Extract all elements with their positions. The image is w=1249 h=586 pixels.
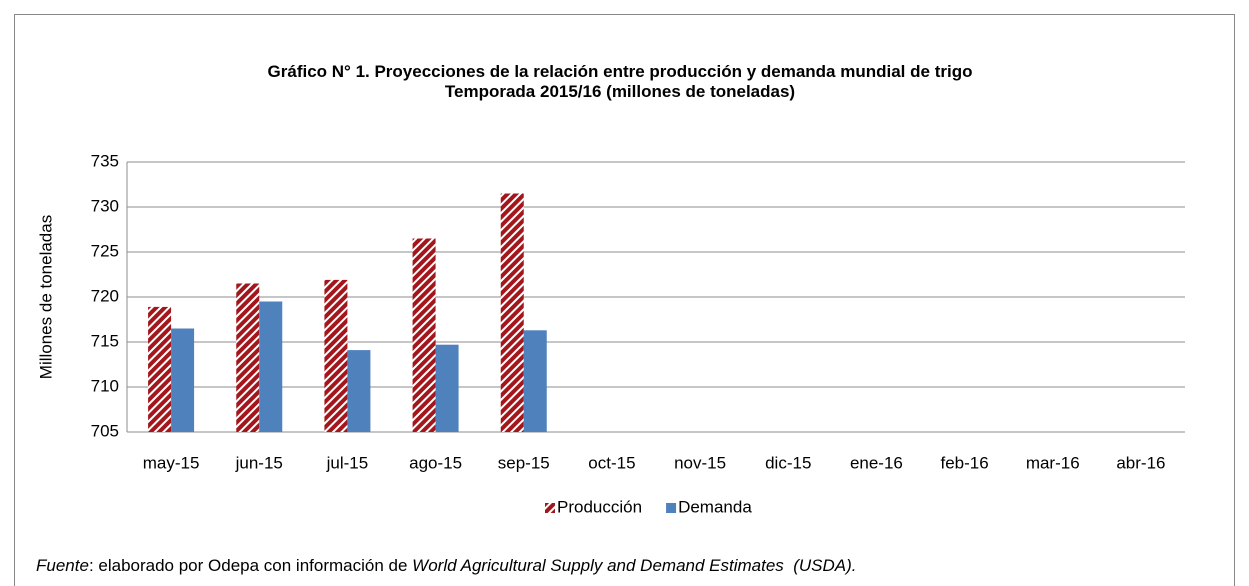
x-tick-label: oct-15	[588, 453, 635, 472]
x-tick-label: sep-15	[498, 453, 550, 472]
bar	[259, 301, 283, 432]
x-tick-label: feb-16	[940, 453, 988, 472]
bar	[500, 193, 524, 432]
y-tick-label: 725	[91, 241, 119, 260]
x-tick-label: ago-15	[409, 453, 462, 472]
footer-ref: World Agricultural Supply and Demand Est…	[412, 556, 857, 575]
chart-title: Gráfico N° 1. Proyecciones de la relació…	[267, 62, 973, 81]
legend-swatch	[666, 503, 677, 513]
bar	[347, 350, 371, 432]
y-tick-label: 730	[91, 196, 119, 215]
x-tick-label: may-15	[143, 453, 200, 472]
bar	[435, 344, 459, 432]
x-tick-label: abr-16	[1116, 453, 1165, 472]
x-tick-label: mar-16	[1026, 453, 1080, 472]
footer-source: Fuente	[36, 556, 89, 575]
frame	[14, 14, 1235, 586]
bar	[523, 330, 547, 432]
chart-subtitle: Temporada 2015/16 (millones de toneladas…	[444, 82, 796, 101]
chart-title-block: Gráfico N° 1. Proyecciones de la relació…	[155, 62, 1085, 102]
footer-text: : elaborado por Odepa con información de	[88, 556, 413, 575]
y-tick-label: 720	[91, 286, 119, 305]
y-axis-label: Millones de toneladas	[36, 215, 55, 379]
y-tick-label: 735	[91, 151, 119, 170]
x-tick-label: dic-15	[765, 453, 811, 472]
x-tick-label: ene-16	[850, 453, 903, 472]
x-tick-label: nov-15	[674, 453, 726, 472]
legend-swatch	[545, 503, 555, 513]
legend-label: Producción	[557, 497, 642, 516]
footer: Fuente: elaborado por Odepa con informac…	[36, 556, 857, 576]
x-tick-label: jun-15	[235, 453, 283, 472]
legend-label: Demanda	[678, 497, 752, 516]
bar	[324, 279, 348, 432]
x-tick-label: jul-15	[326, 453, 369, 472]
bar	[236, 283, 260, 432]
y-tick-label: 710	[91, 376, 119, 395]
y-tick-label: 705	[91, 421, 119, 440]
y-tick-label: 715	[91, 331, 119, 350]
bar	[171, 328, 195, 432]
bar	[148, 306, 172, 432]
bar	[412, 238, 436, 432]
